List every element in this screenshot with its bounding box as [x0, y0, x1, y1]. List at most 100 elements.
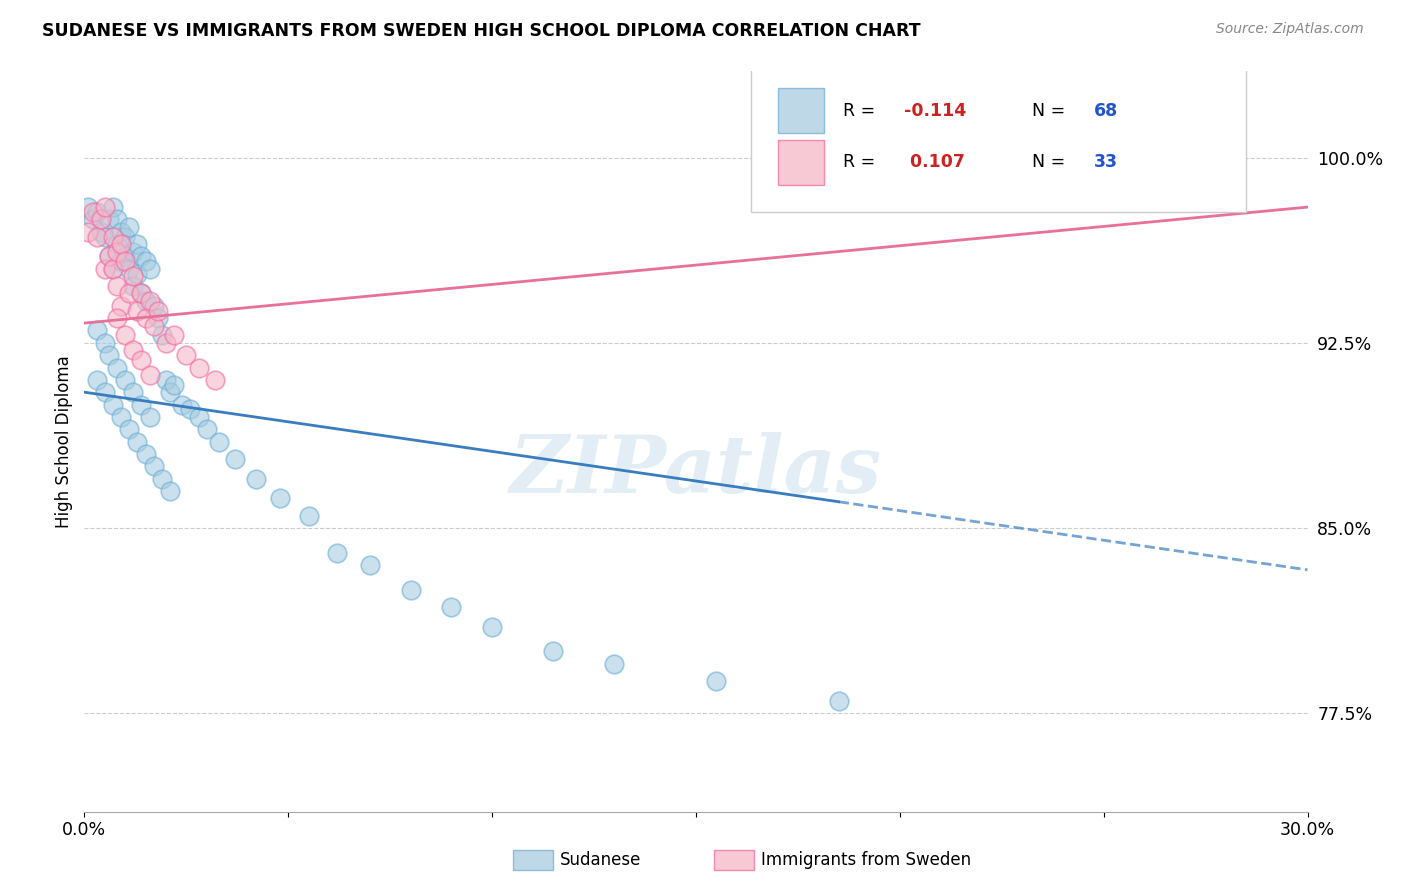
Point — [131, 286, 153, 301]
Point — [159, 385, 181, 400]
Point — [105, 360, 128, 375]
Point — [195, 422, 218, 436]
Text: N =: N = — [1032, 102, 1071, 120]
Point — [127, 267, 149, 281]
Point — [93, 335, 115, 350]
Point — [142, 318, 165, 333]
Point — [82, 212, 104, 227]
Point — [706, 673, 728, 688]
Point — [114, 254, 136, 268]
Point — [142, 299, 165, 313]
Point — [187, 360, 209, 375]
Point — [440, 599, 463, 614]
Text: ZIPatlas: ZIPatlas — [510, 433, 882, 510]
Text: Source: ZipAtlas.com: Source: ZipAtlas.com — [1216, 22, 1364, 37]
Point — [1052, 151, 1074, 165]
Point — [146, 311, 169, 326]
Point — [127, 303, 149, 318]
Point — [150, 328, 173, 343]
Point — [101, 200, 124, 214]
Point — [114, 328, 136, 343]
Point — [135, 311, 157, 326]
Point — [150, 471, 173, 485]
Point — [142, 459, 165, 474]
Point — [245, 471, 267, 485]
Point — [90, 225, 112, 239]
Text: R =: R = — [842, 102, 880, 120]
Point — [187, 409, 209, 424]
Point — [93, 200, 115, 214]
Point — [298, 508, 321, 523]
Text: Immigrants from Sweden: Immigrants from Sweden — [761, 851, 970, 869]
Point — [105, 237, 128, 252]
Point — [828, 693, 851, 707]
Point — [118, 261, 141, 276]
Point — [97, 212, 120, 227]
Point — [138, 409, 160, 424]
Text: N =: N = — [1032, 153, 1071, 171]
Point — [122, 244, 145, 259]
Y-axis label: High School Diploma: High School Diploma — [55, 355, 73, 528]
Point — [269, 491, 291, 506]
Point — [97, 249, 120, 263]
Point — [138, 293, 160, 308]
Point — [481, 619, 503, 633]
FancyBboxPatch shape — [778, 140, 824, 185]
Point — [77, 225, 100, 239]
Text: -0.114: -0.114 — [904, 102, 966, 120]
Point — [118, 422, 141, 436]
Text: R =: R = — [842, 153, 880, 171]
Point — [114, 249, 136, 263]
Point — [77, 200, 100, 214]
Point — [127, 237, 149, 252]
Point — [105, 244, 128, 259]
Point — [155, 335, 177, 350]
Point — [118, 286, 141, 301]
Point — [86, 229, 108, 244]
Point — [86, 323, 108, 337]
Point — [110, 237, 132, 252]
Text: SUDANESE VS IMMIGRANTS FROM SWEDEN HIGH SCHOOL DIPLOMA CORRELATION CHART: SUDANESE VS IMMIGRANTS FROM SWEDEN HIGH … — [42, 22, 921, 40]
Point — [146, 303, 169, 318]
Point — [163, 377, 186, 392]
Point — [105, 279, 128, 293]
Point — [101, 261, 124, 276]
FancyBboxPatch shape — [778, 88, 824, 133]
Point — [101, 397, 124, 411]
Point — [122, 279, 145, 293]
Point — [122, 385, 145, 400]
Point — [110, 409, 132, 424]
Point — [172, 397, 194, 411]
Point — [135, 254, 157, 268]
Point — [105, 212, 128, 227]
Point — [603, 657, 626, 671]
FancyBboxPatch shape — [751, 68, 1247, 212]
Text: 33: 33 — [1094, 153, 1118, 171]
Point — [97, 348, 120, 362]
Point — [93, 229, 115, 244]
Point — [159, 483, 181, 498]
Point — [131, 249, 153, 263]
Point — [114, 229, 136, 244]
Point — [93, 261, 115, 276]
Point — [118, 219, 141, 234]
Point — [155, 373, 177, 387]
Text: 0.107: 0.107 — [904, 153, 965, 171]
Point — [326, 545, 349, 559]
Point — [97, 249, 120, 263]
Point — [138, 261, 160, 276]
Point — [82, 205, 104, 219]
Point — [110, 225, 132, 239]
Point — [105, 311, 128, 326]
Point — [86, 373, 108, 387]
Point — [204, 373, 226, 387]
Point — [163, 328, 186, 343]
Point — [543, 644, 565, 658]
Point — [131, 286, 153, 301]
Text: 68: 68 — [1094, 102, 1118, 120]
Point — [93, 385, 115, 400]
Point — [90, 212, 112, 227]
Point — [135, 447, 157, 461]
Point — [86, 205, 108, 219]
Text: Sudanese: Sudanese — [560, 851, 641, 869]
